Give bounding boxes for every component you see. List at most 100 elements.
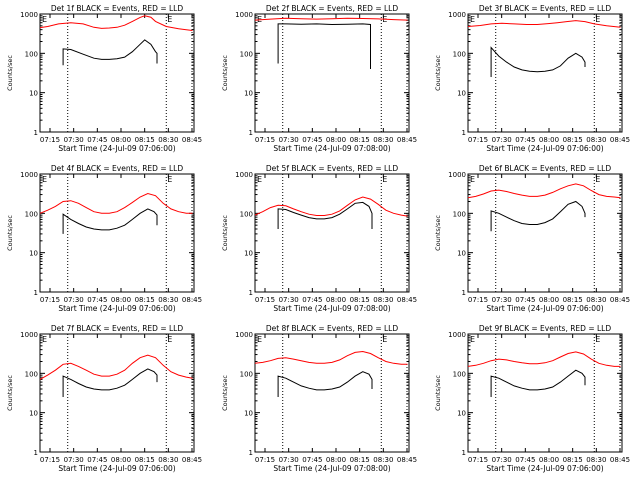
y-axis-label: Counts/sec bbox=[434, 375, 442, 411]
x-tick-label: 07:45 bbox=[302, 296, 322, 304]
x-tick-label: 08:45 bbox=[182, 456, 202, 464]
y-tick-label: 100 bbox=[453, 210, 466, 218]
x-tick-label: 08:00 bbox=[111, 296, 131, 304]
x-tick-label: 08:00 bbox=[539, 136, 559, 144]
chart-title: Det 8f BLACK = Events, RED = LLD bbox=[266, 324, 399, 333]
marker-label-start: E bbox=[470, 15, 475, 24]
x-tick-label: 08:00 bbox=[326, 296, 346, 304]
y-tick-label: 1 bbox=[249, 129, 253, 137]
y-tick-label: 10 bbox=[244, 250, 253, 258]
y-tick-label: 1000 bbox=[235, 171, 253, 179]
x-tick-label: 07:45 bbox=[302, 456, 322, 464]
plot-frame bbox=[254, 173, 410, 293]
x-tick-label: 07:15 bbox=[255, 296, 275, 304]
y-tick-label: 1000 bbox=[20, 331, 38, 339]
x-tick-label: 07:30 bbox=[492, 456, 512, 464]
x-tick-label: 07:45 bbox=[515, 456, 535, 464]
x-tick-label: 08:45 bbox=[610, 456, 630, 464]
series-line-lld bbox=[254, 196, 408, 217]
x-tick-label: 08:30 bbox=[586, 456, 606, 464]
x-tick-label: 07:15 bbox=[40, 296, 60, 304]
y-tick-label: 1 bbox=[34, 129, 38, 137]
plot-frame bbox=[467, 173, 623, 293]
x-tick-label: 08:15 bbox=[350, 456, 370, 464]
x-tick-label: 08:00 bbox=[539, 296, 559, 304]
x-tick-label: 08:45 bbox=[397, 136, 417, 144]
x-axis-label: Start Time (24-Jul-09 07:06:00) bbox=[58, 464, 175, 473]
x-tick-label: 07:45 bbox=[87, 296, 107, 304]
x-tick-label: 08:30 bbox=[373, 136, 393, 144]
series-line-events bbox=[277, 371, 373, 397]
x-axis-label: Start Time (24-Jul-09 07:06:00) bbox=[486, 464, 603, 473]
y-axis-label: Counts/sec bbox=[221, 375, 229, 411]
x-tick-label: 08:45 bbox=[397, 456, 417, 464]
x-tick-label: 07:15 bbox=[40, 136, 60, 144]
series-line-events bbox=[277, 23, 371, 69]
y-tick-label: 100 bbox=[240, 50, 253, 58]
chart-panel-1: Det 1f BLACK = Events, RED = LLD 1 10 100 10… bbox=[6, 4, 202, 153]
x-tick-label: 07:30 bbox=[64, 456, 84, 464]
series-line-events bbox=[62, 39, 158, 66]
chart-panel-5: Det 5f BLACK = Events, RED = LLD 1 10 100 10… bbox=[221, 164, 417, 313]
x-tick-label: 08:30 bbox=[158, 456, 178, 464]
x-tick-label: 08:00 bbox=[326, 456, 346, 464]
plot-frame bbox=[467, 13, 623, 133]
x-tick-label: 07:45 bbox=[515, 136, 535, 144]
chart-panel-4: Det 4f BLACK = Events, RED = LLD 1 10 100 10… bbox=[6, 164, 202, 313]
x-tick-label: 08:30 bbox=[158, 136, 178, 144]
y-axis-label: Counts/sec bbox=[6, 55, 14, 91]
marker-label-start: E bbox=[470, 175, 475, 184]
chart-title: Det 4f BLACK = Events, RED = LLD bbox=[51, 164, 184, 173]
x-axis-label: Start Time (24-Jul-09 07:08:00) bbox=[273, 464, 390, 473]
x-tick-label: 08:00 bbox=[111, 136, 131, 144]
marker-label-end: E bbox=[595, 335, 600, 344]
series-line-lld bbox=[39, 354, 193, 380]
y-axis-label: Counts/sec bbox=[221, 55, 229, 91]
marker-label-end: E bbox=[595, 175, 600, 184]
x-tick-label: 08:00 bbox=[111, 456, 131, 464]
x-tick-label: 08:45 bbox=[610, 296, 630, 304]
plot-frame bbox=[39, 333, 195, 453]
marker-label-end: E bbox=[382, 175, 387, 184]
x-tick-label: 08:30 bbox=[586, 136, 606, 144]
x-tick-label: 08:15 bbox=[350, 136, 370, 144]
y-tick-label: 100 bbox=[25, 370, 38, 378]
y-tick-label: 100 bbox=[453, 370, 466, 378]
x-tick-label: 08:15 bbox=[135, 136, 155, 144]
chart-panel-3: Det 3f BLACK = Events, RED = LLD 1 10 100 10… bbox=[434, 4, 630, 153]
x-tick-label: 08:00 bbox=[539, 456, 559, 464]
y-axis-label: Counts/sec bbox=[434, 215, 442, 251]
x-axis-label: Start Time (24-Jul-09 07:08:00) bbox=[273, 304, 390, 313]
chart-panel-6: Det 6f BLACK = Events, RED = LLD 1 10 100 10… bbox=[434, 164, 630, 313]
series-line-events bbox=[62, 208, 158, 234]
chart-title: Det 3f BLACK = Events, RED = LLD bbox=[479, 4, 612, 13]
marker-label-start: E bbox=[257, 335, 262, 344]
marker-label-end: E bbox=[382, 335, 387, 344]
marker-label-start: E bbox=[470, 335, 475, 344]
x-tick-label: 07:30 bbox=[279, 296, 299, 304]
x-tick-label: 08:15 bbox=[563, 136, 583, 144]
chart-title: Det 6f BLACK = Events, RED = LLD bbox=[479, 164, 612, 173]
marker-label-start: E bbox=[257, 175, 262, 184]
x-tick-label: 07:15 bbox=[468, 136, 488, 144]
x-tick-label: 07:30 bbox=[64, 296, 84, 304]
chart-panel-7: Det 7f BLACK = Events, RED = LLD 1 10 100 10… bbox=[6, 324, 202, 473]
y-tick-label: 1 bbox=[462, 289, 466, 297]
series-line-events bbox=[490, 200, 586, 232]
y-tick-label: 10 bbox=[29, 410, 38, 418]
y-tick-label: 1000 bbox=[448, 331, 466, 339]
x-tick-label: 08:15 bbox=[135, 456, 155, 464]
x-tick-label: 07:15 bbox=[40, 456, 60, 464]
y-tick-label: 100 bbox=[453, 50, 466, 58]
x-tick-label: 07:45 bbox=[302, 136, 322, 144]
y-tick-label: 10 bbox=[244, 410, 253, 418]
y-tick-label: 1000 bbox=[20, 171, 38, 179]
x-tick-label: 07:15 bbox=[255, 456, 275, 464]
x-tick-label: 07:30 bbox=[64, 136, 84, 144]
y-tick-label: 1 bbox=[249, 449, 253, 457]
x-tick-label: 08:30 bbox=[158, 296, 178, 304]
y-tick-label: 100 bbox=[25, 50, 38, 58]
x-tick-label: 07:45 bbox=[87, 136, 107, 144]
chart-panel-8: Det 8f BLACK = Events, RED = LLD 1 10 100 10… bbox=[221, 324, 417, 473]
y-tick-label: 10 bbox=[244, 90, 253, 98]
